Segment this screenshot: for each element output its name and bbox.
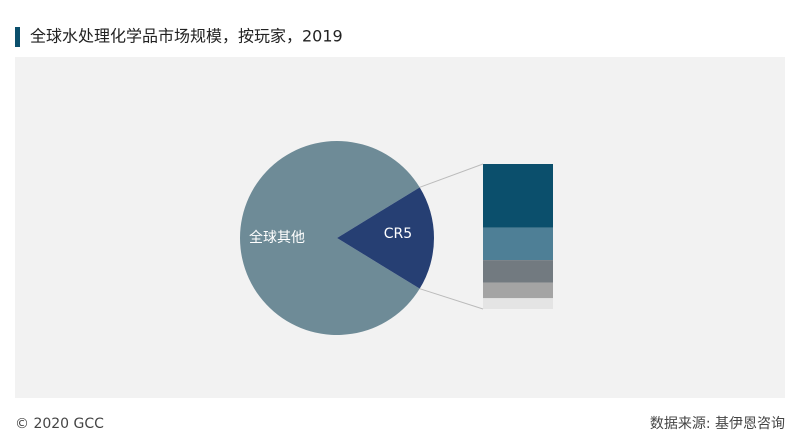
connector — [419, 163, 484, 188]
title-accent — [15, 27, 20, 47]
slice-label: CR5 — [384, 226, 412, 242]
copyright: © 2020 GCC — [15, 416, 104, 432]
breakdown-segment — [483, 164, 553, 228]
pie-slice — [239, 141, 420, 335]
breakdown-segment — [483, 260, 553, 283]
connector — [419, 288, 484, 310]
pie-slice — [337, 187, 434, 289]
chart-title: 全球水处理化学品市场规模，按玩家，2019 — [30, 27, 343, 46]
breakdown-segment — [483, 282, 553, 299]
slice-label: 全球其他 — [249, 229, 305, 246]
breakdown-segment — [483, 298, 553, 309]
breakdown-segment — [483, 227, 553, 261]
source: 数据来源: 基伊恩咨询 — [650, 415, 785, 432]
